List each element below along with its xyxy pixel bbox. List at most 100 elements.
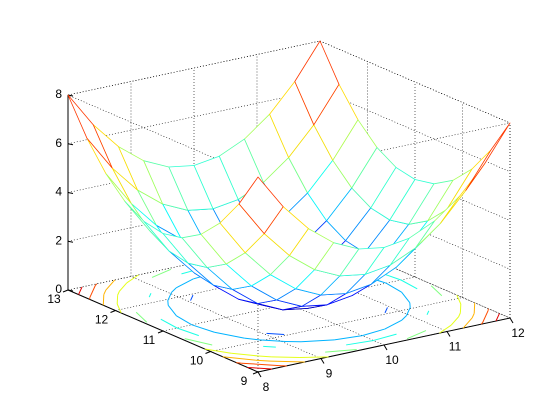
- contour-line: [94, 283, 98, 286]
- x-tick-label: 8: [263, 380, 270, 394]
- x-tick-label: 12: [511, 326, 525, 340]
- mesh-cell: [67, 94, 113, 169]
- contour-line: [222, 356, 256, 361]
- contour-line: [190, 294, 194, 301]
- contour-line: [430, 285, 443, 297]
- contour-line: [471, 313, 475, 319]
- tick-mark: [320, 358, 325, 364]
- contour-line: [473, 302, 476, 314]
- x-tick-label: 10: [385, 353, 399, 367]
- z-tick-label: 6: [55, 136, 62, 150]
- tick-mark: [509, 317, 514, 324]
- contour-line: [439, 324, 452, 334]
- contour-line: [480, 322, 484, 325]
- grid-line: [67, 235, 321, 291]
- contour-line: [89, 285, 96, 298]
- contour-line: [167, 292, 172, 301]
- contour-line: [247, 366, 273, 370]
- z-tick-label: 0: [55, 282, 62, 296]
- z-tick-label: 8: [55, 87, 62, 101]
- grid-line: [115, 256, 368, 311]
- contour-line: [231, 352, 259, 357]
- y-tick-label: 12: [95, 313, 109, 327]
- y-tick-label: 10: [190, 354, 204, 368]
- z-tick-label: 4: [55, 185, 62, 199]
- y-tick-label: 13: [47, 292, 61, 306]
- contour-line: [175, 278, 194, 289]
- contour-line: [458, 312, 461, 317]
- contour-line: [102, 294, 105, 306]
- y-axis: [67, 289, 259, 373]
- contour-line: [126, 274, 139, 284]
- contour-line: [373, 333, 397, 341]
- contour-line: [401, 291, 411, 303]
- contour-line: [301, 339, 335, 343]
- contour-line: [176, 315, 193, 326]
- grid-line: [210, 297, 463, 352]
- contour-line: [255, 359, 271, 362]
- contour-line: [406, 307, 411, 316]
- contour-line: [384, 307, 388, 314]
- x-tick-label: 9: [326, 367, 333, 381]
- contour-line: [151, 268, 172, 278]
- tick-mark: [252, 371, 259, 375]
- tick-mark: [383, 344, 388, 351]
- tick-mark: [67, 240, 74, 243]
- contour-line: [117, 291, 120, 296]
- x-axis: [257, 317, 511, 373]
- contour-line: [384, 319, 403, 330]
- grid-line: [67, 138, 321, 193]
- contour-line: [244, 337, 260, 341]
- contour-line: [401, 315, 407, 321]
- tick-mark: [205, 351, 211, 354]
- contour-line: [362, 328, 385, 337]
- tick-mark: [257, 371, 262, 378]
- contour-line: [334, 335, 363, 341]
- contour-line: [116, 303, 122, 314]
- contour-line: [450, 316, 459, 326]
- contour-line: [271, 356, 300, 359]
- contour-line: [167, 305, 177, 317]
- contour-line: [103, 289, 107, 295]
- contour-line: [78, 286, 83, 295]
- contour-line: [456, 294, 462, 305]
- tick-mark: [67, 192, 74, 194]
- contour-line: [482, 310, 489, 323]
- contour-line: [191, 324, 215, 333]
- z-tick-label: 2: [55, 233, 62, 247]
- mesh-cell: [465, 122, 511, 191]
- tick-mark: [67, 94, 74, 97]
- contour-line: [135, 311, 148, 323]
- tick-mark: [157, 330, 164, 334]
- y-tick-label: 9: [241, 374, 248, 388]
- contour-line: [406, 330, 427, 340]
- contour-line: [266, 332, 285, 335]
- contour-line: [258, 339, 286, 343]
- contour-line: [214, 331, 245, 339]
- tick-mark: [446, 331, 451, 337]
- tick-mark: [110, 310, 116, 313]
- contour-line: [176, 327, 199, 337]
- contour-line: [462, 317, 473, 329]
- tick-mark: [62, 289, 69, 293]
- contour-line: [105, 279, 116, 291]
- contour-line: [148, 293, 152, 298]
- mesh-cell: [238, 176, 284, 235]
- contour-line: [385, 282, 402, 293]
- contour-line: [426, 310, 430, 315]
- contour-line: [325, 348, 357, 353]
- contour-line: [263, 345, 276, 348]
- contour-line: [400, 279, 418, 290]
- contour-line: [346, 339, 374, 346]
- tick-mark: [67, 143, 74, 146]
- contour-line: [270, 360, 305, 363]
- contour-line: [160, 318, 178, 329]
- mesh-cell: [294, 40, 340, 126]
- contour-line: [119, 282, 128, 292]
- contour-line: [258, 355, 272, 358]
- contour-line: [241, 362, 282, 367]
- grid-line: [67, 40, 321, 96]
- grid-line: [67, 89, 321, 145]
- contour-line: [299, 356, 329, 359]
